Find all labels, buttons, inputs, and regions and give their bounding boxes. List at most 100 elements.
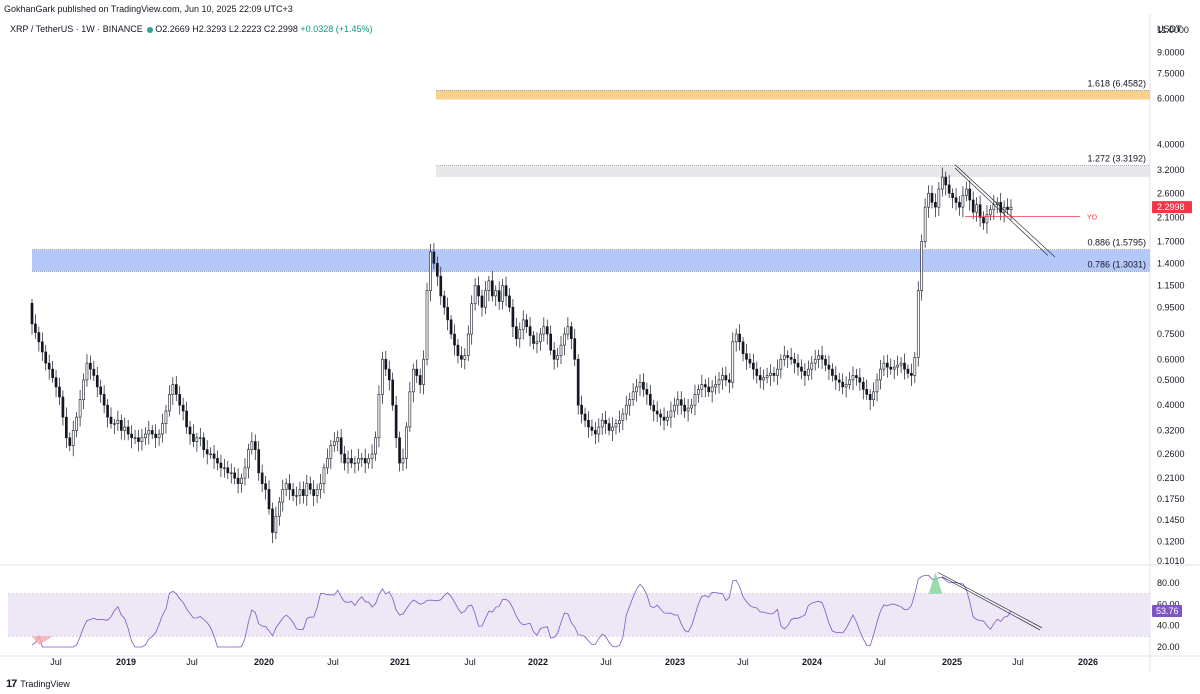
candle bbox=[710, 386, 714, 393]
time-axis-tick: Jul bbox=[737, 657, 749, 667]
candle bbox=[226, 467, 230, 474]
candle bbox=[573, 338, 577, 360]
candle bbox=[470, 303, 474, 335]
symbol-name[interactable]: XRP / TetherUS · 1W · BINANCE bbox=[10, 24, 143, 34]
candle bbox=[284, 483, 288, 490]
rsi-value: 53.76 bbox=[1156, 606, 1179, 616]
price-axis-tick: 0.1200 bbox=[1157, 536, 1185, 546]
candle bbox=[460, 355, 463, 360]
candle bbox=[975, 204, 978, 213]
price-axis-tick: 1.4000 bbox=[1157, 258, 1185, 268]
candle bbox=[264, 483, 267, 490]
candle bbox=[789, 357, 793, 360]
rsi-trendline bbox=[937, 572, 1043, 629]
candle bbox=[319, 483, 322, 490]
candle bbox=[219, 462, 223, 469]
currency-label[interactable]: USDT bbox=[1157, 24, 1182, 34]
candle bbox=[659, 413, 662, 418]
candle bbox=[851, 375, 855, 381]
candle bbox=[61, 396, 65, 418]
candle bbox=[508, 295, 511, 308]
candle bbox=[154, 433, 157, 439]
candle bbox=[697, 389, 700, 395]
candle bbox=[648, 394, 652, 406]
candle bbox=[391, 379, 395, 406]
candle bbox=[676, 399, 680, 406]
candle bbox=[587, 420, 590, 428]
candle bbox=[930, 192, 934, 203]
candle bbox=[436, 263, 439, 277]
candle bbox=[961, 195, 965, 208]
candle bbox=[597, 426, 601, 435]
rsi-axis-tick: 40.00 bbox=[1157, 621, 1180, 631]
candle bbox=[504, 285, 508, 297]
candle bbox=[47, 362, 51, 370]
candle bbox=[968, 188, 972, 201]
candle bbox=[745, 353, 748, 360]
tradingview-logo-icon: 17 bbox=[6, 678, 17, 690]
rsi-trendline bbox=[941, 576, 1041, 631]
candle bbox=[89, 362, 92, 370]
candle bbox=[315, 489, 319, 496]
candle bbox=[109, 416, 113, 424]
rsi-axis-tick: 80.00 bbox=[1157, 578, 1180, 588]
candle bbox=[669, 410, 673, 418]
low-value: L2.2223 bbox=[228, 24, 262, 34]
candle bbox=[140, 437, 144, 442]
price-axis-tick: 3.2000 bbox=[1157, 165, 1185, 175]
price-axis-tick: 9.0000 bbox=[1157, 48, 1185, 58]
price-axis-tick: 0.1450 bbox=[1157, 515, 1185, 525]
candle bbox=[429, 251, 432, 291]
candle bbox=[418, 375, 422, 385]
price-axis-tick: 6.0000 bbox=[1157, 94, 1185, 104]
candle bbox=[552, 349, 556, 360]
candle bbox=[233, 472, 237, 479]
candle bbox=[934, 202, 937, 208]
candle bbox=[679, 399, 683, 406]
candle bbox=[765, 375, 769, 378]
candle bbox=[858, 377, 862, 383]
candle bbox=[515, 326, 518, 339]
candle bbox=[501, 285, 504, 302]
candle bbox=[260, 472, 264, 484]
candle bbox=[223, 467, 226, 469]
candle bbox=[408, 391, 412, 428]
candle bbox=[405, 426, 408, 459]
candle bbox=[51, 368, 54, 378]
candle bbox=[133, 437, 137, 439]
candle bbox=[473, 285, 477, 305]
candle bbox=[693, 394, 697, 406]
time-axis-tick: 2026 bbox=[1078, 657, 1098, 667]
candle bbox=[281, 489, 285, 503]
high-value: H2.3293 bbox=[192, 24, 227, 34]
candle bbox=[896, 364, 899, 368]
candle bbox=[879, 368, 882, 381]
candle bbox=[580, 404, 583, 415]
candle bbox=[913, 357, 917, 376]
candle bbox=[394, 404, 398, 439]
candle bbox=[528, 326, 532, 336]
candle bbox=[82, 379, 85, 400]
candle bbox=[556, 355, 559, 360]
candle bbox=[861, 381, 865, 390]
candle bbox=[336, 437, 340, 442]
fib-zone bbox=[436, 165, 1150, 178]
candle bbox=[920, 241, 924, 291]
candle bbox=[126, 426, 130, 435]
candle bbox=[645, 389, 649, 395]
candle bbox=[291, 489, 295, 496]
fib-level-label: 0.786 (1.3031) bbox=[1087, 259, 1146, 269]
candle bbox=[734, 333, 738, 343]
footer: 17 TradingView bbox=[6, 678, 70, 690]
candle bbox=[817, 355, 820, 360]
candle bbox=[174, 384, 178, 395]
candle bbox=[779, 358, 783, 370]
time-axis-tick: 2024 bbox=[802, 657, 822, 667]
candle bbox=[899, 362, 903, 366]
candle bbox=[442, 295, 446, 308]
candle bbox=[181, 404, 185, 412]
candle bbox=[652, 404, 656, 412]
candle bbox=[614, 423, 618, 428]
candle bbox=[367, 458, 370, 464]
